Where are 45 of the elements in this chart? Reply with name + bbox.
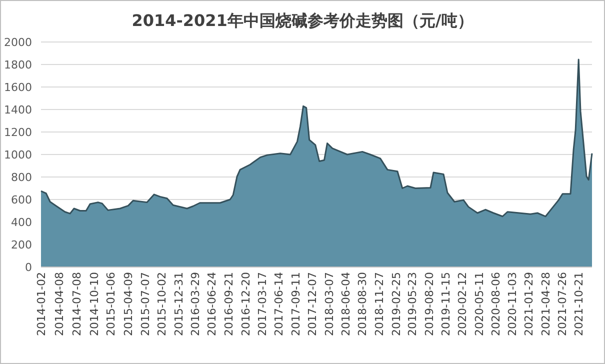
x-tick-label: 2021-07-26 [556,272,570,336]
x-tick-label: 2017-12-07 [306,272,319,336]
x-tick-label: 2016-09-21 [222,272,236,336]
x-tick-label: 2021-01-29 [522,272,536,336]
x-tick-label: 2016-12-20 [239,272,252,336]
x-tick-label: 2021-04-28 [539,272,552,336]
x-tick-label: 2016-06-24 [206,272,219,336]
x-tick-label: 2018-08-30 [356,272,369,336]
x-tick-label: 2021-10-21 [572,272,586,336]
y-tick-label: 600 [11,194,32,206]
x-tick-label: 2015-10-02 [155,272,168,336]
x-tick-label: 2017-09-11 [289,272,302,336]
y-tick-label: 1000 [4,148,32,162]
y-tick-label: 2000 [4,36,32,49]
x-tick-label: 2016-03-29 [189,272,202,336]
x-tick-label: 2019-08-20 [422,272,436,336]
x-tick-label: 2015-12-31 [172,272,186,336]
x-tick-label: 2015-04-09 [122,272,136,336]
x-tick-label: 2020-02-12 [456,272,470,336]
x-tick-label: 2020-05-11 [472,272,486,336]
x-tick-label: 2017-06-14 [272,272,286,336]
y-tick-label: 800 [11,171,32,184]
x-tick-label: 2014-04-08 [53,272,66,336]
y-tick-label: 1600 [4,81,32,94]
x-tick-label: 2014-10-10 [88,272,102,336]
x-tick-label: 2019-02-25 [390,272,403,336]
y-tick-label: 200 [11,238,32,252]
y-tick-label: 400 [11,216,32,229]
x-tick-label: 2019-11-15 [439,272,452,336]
x-tick-label: 2015-07-07 [138,272,152,336]
x-tick-label: 2018-06-04 [340,272,353,336]
y-tick-label: 0 [25,261,32,274]
x-tick-label: 2019-05-23 [406,272,420,336]
y-tick-label: 1800 [4,58,32,72]
x-tick-label: 2015-01-06 [104,272,118,336]
x-tick-label: 2017-03-17 [256,272,269,336]
y-tick-label: 1400 [4,104,32,116]
chart-title: 2014-2021年中国烧碱参考价走势图（元/吨） [132,11,474,30]
y-tick-label: 1200 [4,126,32,139]
x-tick-label: 2020-11-03 [506,272,520,336]
x-tick-label: 2020-08-06 [489,272,502,336]
x-tick-label: 2014-01-02 [35,272,48,336]
x-tick-label: 2014-07-08 [70,272,84,336]
x-tick-label: 2018-03-07 [322,272,336,336]
x-tick-label: 2018-11-27 [372,272,386,336]
